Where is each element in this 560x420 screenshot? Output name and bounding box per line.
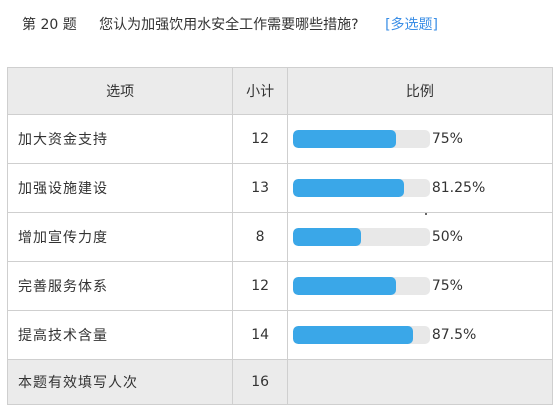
total-label: 本题有效填写人次 xyxy=(6,359,234,405)
progress-bar xyxy=(292,130,430,148)
progress-bar-fill xyxy=(292,228,362,246)
question-header: 第 20 题 您认为加强饮用水安全工作需要哪些措施? [多选题] xyxy=(22,12,542,38)
option-label: 加强设施建设 xyxy=(6,163,234,213)
progress-bar xyxy=(292,179,430,197)
table-row: 加强设施建设 13 81.25% xyxy=(6,163,554,213)
percent-label: 87.5% xyxy=(431,327,477,343)
percent-label: 75% xyxy=(431,278,463,294)
results-table: 选项 小计 比例 加大资金支持 12 75% 加强设施建设 13 xyxy=(6,67,554,405)
ratio-cell: 75% xyxy=(286,114,554,164)
progress-bar xyxy=(292,326,430,344)
question-type-tag: [多选题] xyxy=(385,17,438,33)
option-label: 加大资金支持 xyxy=(6,114,234,164)
option-label: 提高技术含量 xyxy=(6,310,234,360)
table-row: 增加宣传力度 8 50% xyxy=(6,212,554,262)
ratio-cell: 87.5% xyxy=(286,310,554,360)
progress-bar-fill xyxy=(292,179,405,197)
ratio-cell: 75% xyxy=(286,261,554,311)
question-text: 您认为加强饮用水安全工作需要哪些措施? xyxy=(99,17,359,33)
percent-label: 50% xyxy=(431,229,463,245)
table-row: 完善服务体系 12 75% xyxy=(6,261,554,311)
table-row: 加大资金支持 12 75% xyxy=(6,114,554,164)
option-count: 12 xyxy=(232,261,288,311)
ratio-cell: 81.25% xyxy=(286,163,554,213)
ratio-cell: 50% xyxy=(286,212,554,262)
table-row: 提高技术含量 14 87.5% xyxy=(6,310,554,360)
progress-bar xyxy=(292,277,430,295)
percent-label: 81.25% xyxy=(431,180,486,196)
stray-dot xyxy=(425,213,427,215)
percent-label: 75% xyxy=(431,131,463,147)
option-count: 14 xyxy=(232,310,288,360)
progress-bar-fill xyxy=(292,130,396,148)
option-count: 13 xyxy=(232,163,288,213)
total-count: 16 xyxy=(232,359,288,405)
header-count: 小计 xyxy=(232,67,288,115)
header-option: 选项 xyxy=(6,67,234,115)
total-empty-cell xyxy=(286,359,554,405)
option-count: 12 xyxy=(232,114,288,164)
progress-bar xyxy=(292,228,430,246)
option-label: 完善服务体系 xyxy=(6,261,234,311)
table-header-row: 选项 小计 比例 xyxy=(6,67,554,115)
question-number: 第 20 题 xyxy=(22,17,77,33)
total-row: 本题有效填写人次 16 xyxy=(6,359,554,405)
option-count: 8 xyxy=(232,212,288,262)
option-label: 增加宣传力度 xyxy=(6,212,234,262)
progress-bar-fill xyxy=(292,277,396,295)
header-ratio: 比例 xyxy=(286,67,554,115)
progress-bar-fill xyxy=(292,326,413,344)
